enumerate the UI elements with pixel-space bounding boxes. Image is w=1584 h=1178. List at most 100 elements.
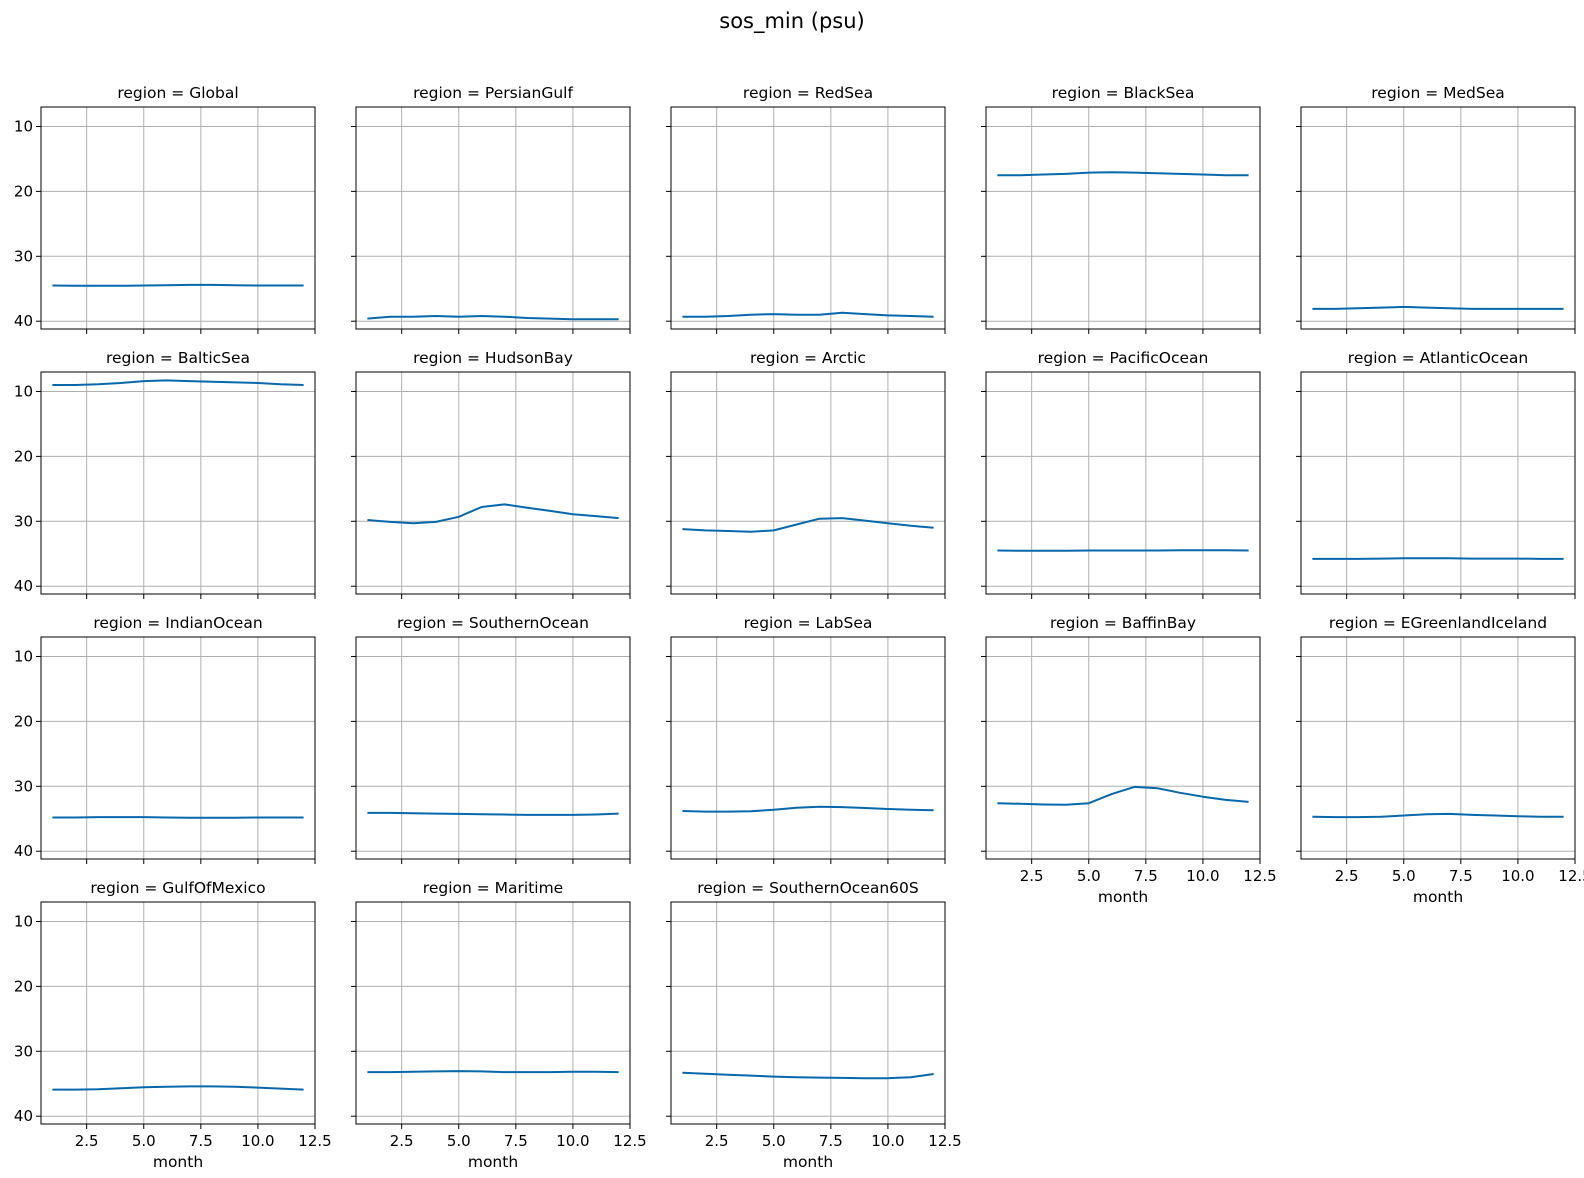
facet-panel: region = RedSea — [666, 84, 946, 334]
series-line — [367, 315, 619, 321]
panel-title: region = PersianGulf — [413, 84, 573, 102]
x-tick-label: 2.5 — [75, 1132, 99, 1150]
x-tick-label: 12.5 — [928, 1132, 961, 1150]
panel-title: region = BlackSea — [1052, 84, 1195, 102]
axes-frame — [985, 636, 1261, 860]
facet-panel: 10 20 30 40 region = IndianOcean — [14, 614, 316, 864]
facet-panel: region = AtlanticOcean — [1296, 349, 1576, 599]
y-tick-label: 30 — [14, 247, 33, 265]
y-tick-label: 40 — [14, 577, 33, 595]
facet-panel: region = SouthernOcean — [351, 614, 631, 864]
series-line — [997, 785, 1249, 806]
axes-frame — [670, 901, 946, 1125]
x-tick-label: 12.5 — [298, 1132, 331, 1150]
x-tick-label: 12.5 — [1243, 867, 1276, 885]
x-tick-label: 12.5 — [613, 1132, 646, 1150]
panel-title: region = PacificOcean — [1038, 349, 1209, 367]
series-line — [52, 379, 304, 386]
panel-title: region = AtlanticOcean — [1348, 349, 1528, 367]
series-line — [682, 517, 934, 533]
x-tick-label: 2.5 — [1335, 867, 1359, 885]
facet-panel: 10 20 30 40 region = BalticSea — [14, 349, 316, 599]
panel-grid: 10 20 30 40 region = Global region = PersianG… — [14, 84, 1584, 1171]
axes-frame — [670, 106, 946, 330]
axes-frame — [355, 636, 631, 860]
panel-title: region = BalticSea — [106, 349, 250, 367]
y-tick-label: 40 — [14, 312, 33, 330]
axes-frame — [1300, 371, 1576, 595]
series-line — [367, 503, 619, 525]
x-tick-label: 7.5 — [819, 1132, 843, 1150]
axes-frame — [985, 106, 1261, 330]
facet-panel: 2.5 5.0 7.5 10.0 12.5 10 20 30 40 region = GulfOf… — [14, 879, 332, 1171]
series-line — [997, 549, 1249, 552]
series-line — [682, 311, 934, 318]
facet-panel: region = BlackSea — [981, 84, 1261, 334]
x-tick-label: 5.0 — [447, 1132, 471, 1150]
series-line — [367, 1070, 619, 1074]
axes-frame — [355, 901, 631, 1125]
x-tick-label: 10.0 — [1186, 867, 1219, 885]
axes-frame — [355, 106, 631, 330]
x-tick-label: 5.0 — [1077, 867, 1101, 885]
panel-title: region = EGreenlandIceland — [1329, 614, 1547, 632]
axes-frame — [670, 371, 946, 595]
x-tick-label: 7.5 — [1134, 867, 1158, 885]
axes-frame — [40, 371, 316, 595]
x-tick-label: 7.5 — [504, 1132, 528, 1150]
y-tick-label: 10 — [14, 382, 33, 400]
axes-frame — [355, 371, 631, 595]
facet-panel: region = LabSea — [666, 614, 946, 864]
series-line — [1312, 305, 1564, 310]
panel-title: region = HudsonBay — [413, 349, 573, 367]
x-tick-label: 10.0 — [556, 1132, 589, 1150]
facet-panel: region = HudsonBay — [351, 349, 631, 599]
panel-title: region = MedSea — [1371, 84, 1504, 102]
series-line — [367, 811, 619, 816]
x-axis-label: month — [1413, 888, 1463, 906]
series-line — [52, 816, 304, 819]
series-line — [1312, 557, 1564, 560]
x-tick-label: 10.0 — [871, 1132, 904, 1150]
facet-panel: 2.5 5.0 7.5 10.0 12.5 region = SouthernOcean6… — [666, 879, 962, 1171]
series-line — [52, 1085, 304, 1091]
x-axis-label: month — [1098, 888, 1148, 906]
facet-panel: region = PersianGulf — [351, 84, 631, 334]
series-line — [1312, 812, 1564, 819]
x-tick-label: 5.0 — [132, 1132, 156, 1150]
x-tick-label: 7.5 — [1449, 867, 1473, 885]
facet-panel: region = PacificOcean — [981, 349, 1261, 599]
y-tick-label: 20 — [14, 182, 33, 200]
y-tick-label: 30 — [14, 512, 33, 530]
panel-title: region = Maritime — [423, 879, 563, 897]
y-tick-label: 20 — [14, 447, 33, 465]
axes-frame — [985, 371, 1261, 595]
x-tick-label: 2.5 — [705, 1132, 729, 1150]
series-line — [682, 1071, 934, 1080]
y-tick-label: 40 — [14, 1107, 33, 1125]
figure-title: sos_min (psu) — [719, 9, 864, 34]
facet-panel: region = MedSea — [1296, 84, 1576, 334]
facet-panel: 2.5 5.0 7.5 10.0 12.5 region = BaffinBay month — [981, 614, 1277, 906]
panel-title: region = RedSea — [743, 84, 873, 102]
y-tick-label: 20 — [14, 712, 33, 730]
y-tick-label: 30 — [14, 1042, 33, 1060]
facet-panel: 2.5 5.0 7.5 10.0 12.5 region = Maritime month — [351, 879, 647, 1171]
x-axis-label: month — [153, 1153, 203, 1171]
axes-frame — [40, 901, 316, 1125]
x-tick-label: 2.5 — [1020, 867, 1044, 885]
x-tick-label: 5.0 — [1392, 867, 1416, 885]
panel-title: region = SouthernOcean — [397, 614, 589, 632]
axes-frame — [40, 636, 316, 860]
panel-title: region = SouthernOcean60S — [697, 879, 919, 897]
axes-frame — [40, 106, 316, 330]
facet-panel: 10 20 30 40 region = Global — [14, 84, 316, 334]
panel-title: region = LabSea — [744, 614, 873, 632]
axes-frame — [670, 636, 946, 860]
x-tick-label: 10.0 — [241, 1132, 274, 1150]
y-tick-label: 10 — [14, 117, 33, 135]
axes-frame — [1300, 106, 1576, 330]
y-tick-label: 40 — [14, 842, 33, 860]
panel-title: region = Arctic — [750, 349, 866, 367]
panel-title: region = Global — [117, 84, 238, 102]
